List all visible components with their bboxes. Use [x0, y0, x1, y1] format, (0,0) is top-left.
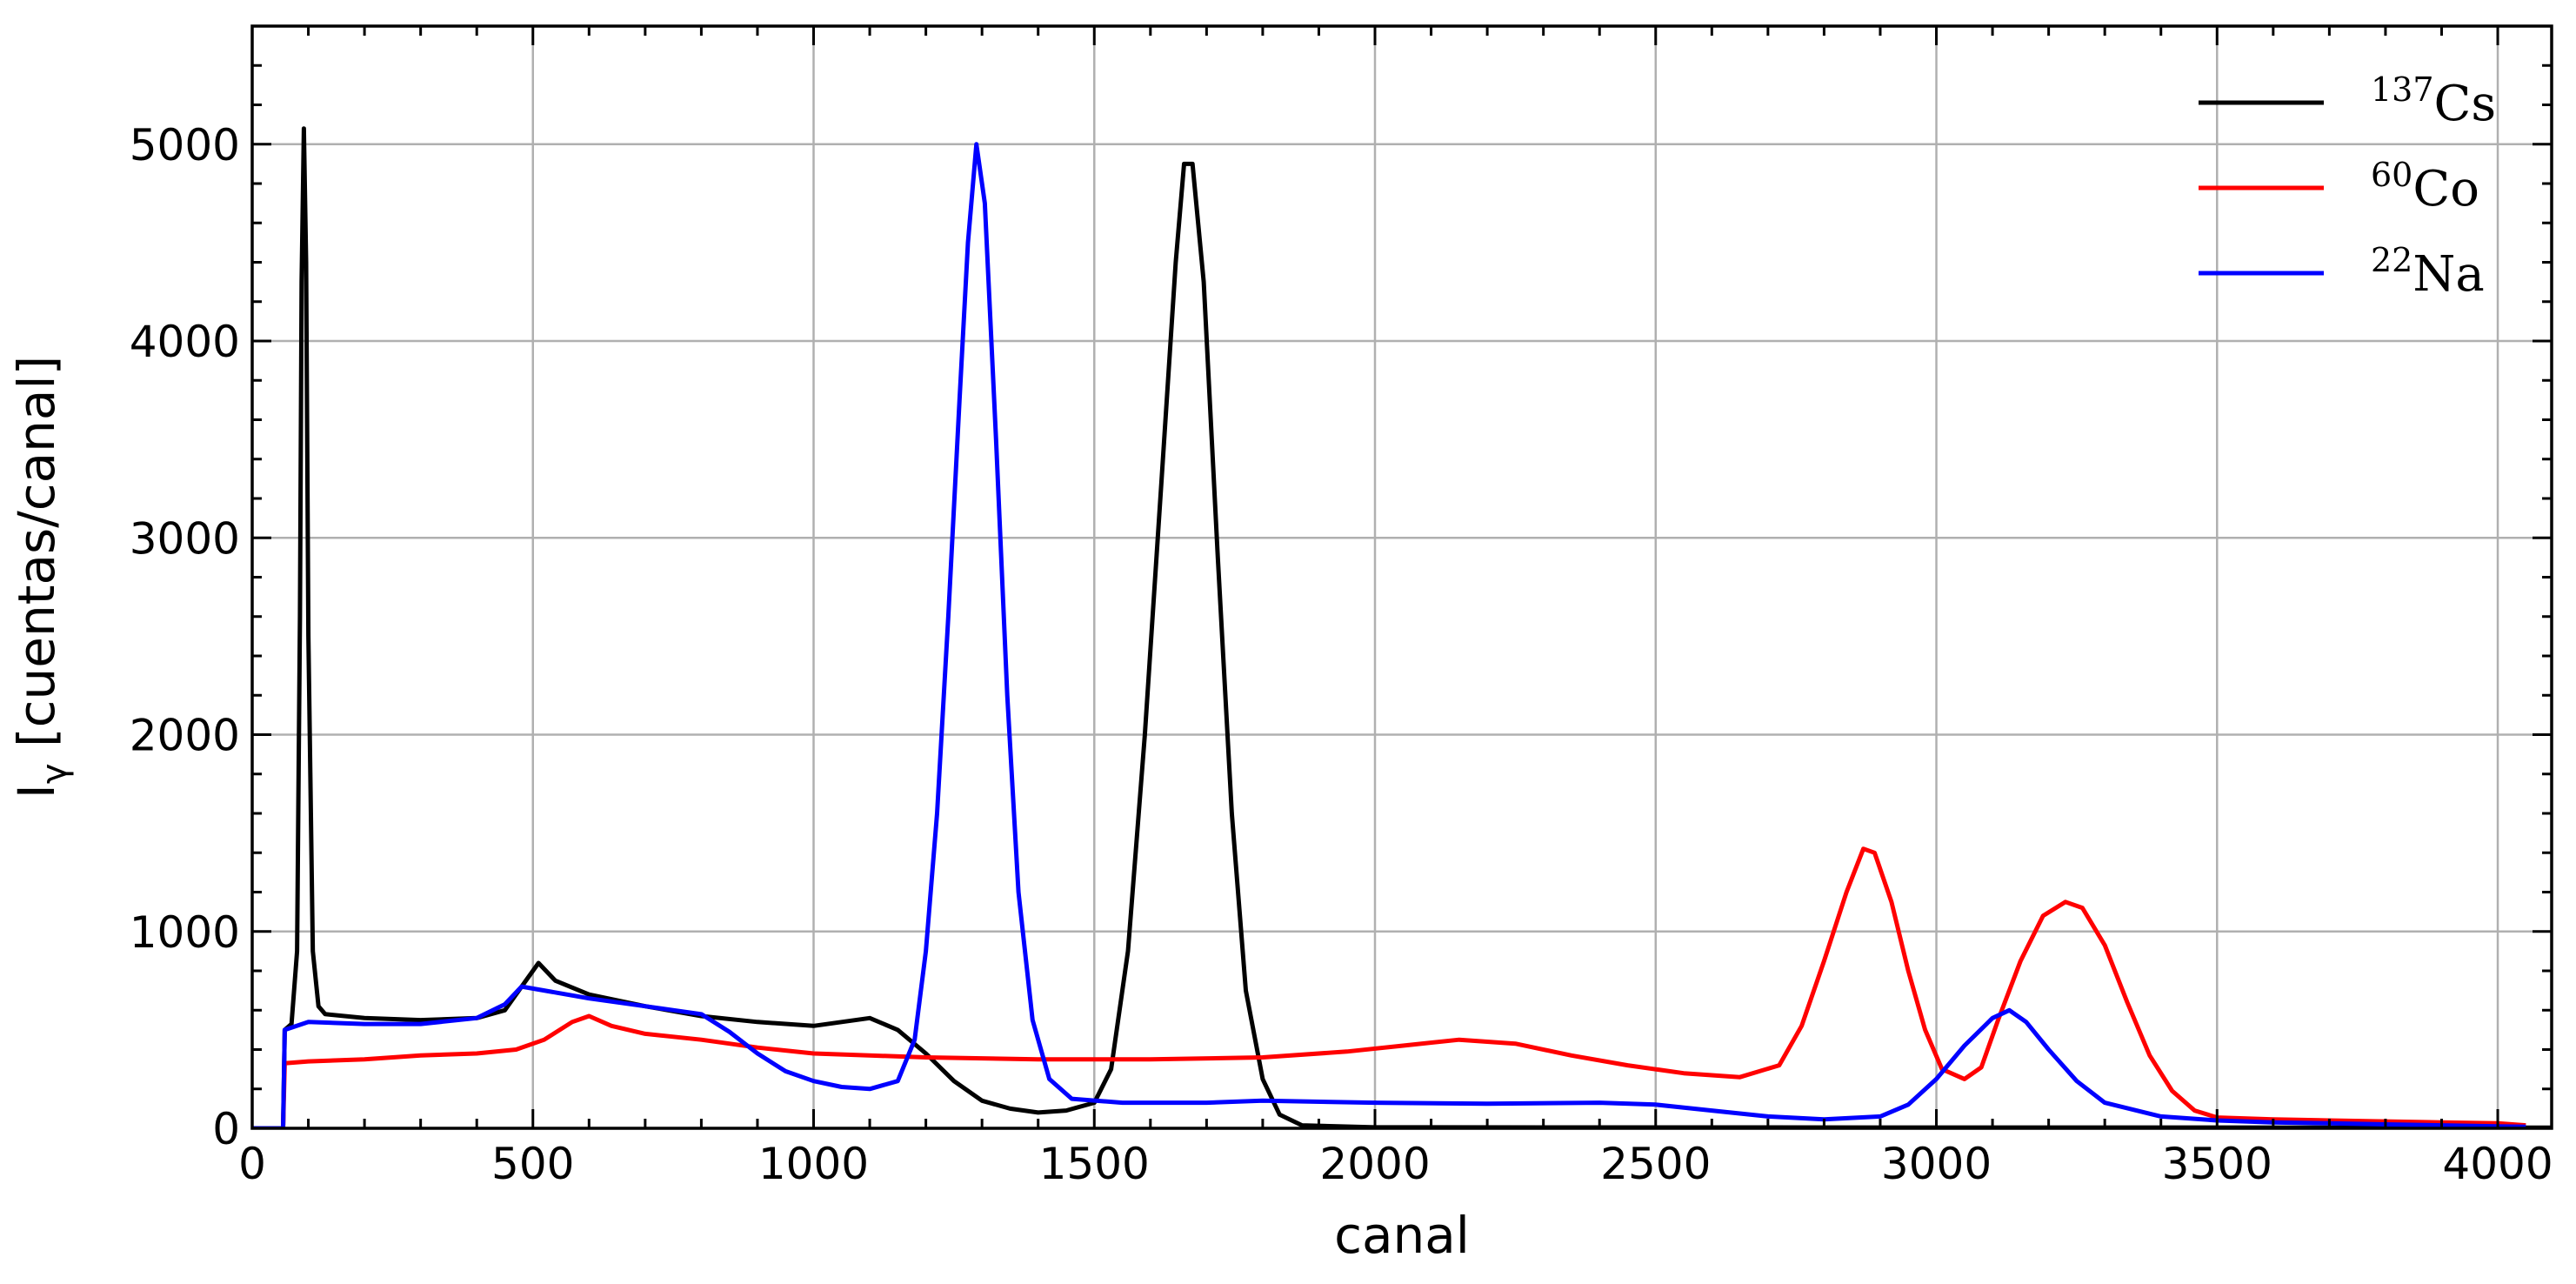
y-axis-label: Iγ [cuentas/canal] — [7, 356, 75, 799]
x-tick-label: 3000 — [1881, 1139, 1992, 1189]
legend-label: 137Cs — [2371, 70, 2496, 132]
y-tick-label: 2000 — [130, 711, 240, 761]
y-axis-label-rest: [cuentas/canal] — [7, 356, 66, 764]
x-tick-label: 500 — [491, 1139, 574, 1189]
legend-label: 60Co — [2371, 156, 2479, 217]
y-tick-label: 1000 — [130, 907, 240, 958]
x-axis-label: canal — [1334, 1206, 1470, 1265]
legend-label-superscript: 60 — [2371, 156, 2412, 194]
y-tick-label: 4000 — [130, 317, 240, 367]
y-tick-label: 5000 — [130, 120, 240, 171]
legend-label-base: Na — [2412, 246, 2484, 303]
series-group — [252, 126, 2552, 1128]
series-line-137cs — [252, 126, 2552, 1128]
x-tick-label: 1500 — [1039, 1139, 1150, 1189]
legend-label-superscript: 137 — [2371, 70, 2434, 109]
y-tick-labels: 0 1000 2000 3000 4000 5000 — [130, 120, 240, 1154]
x-tick-label: 2500 — [1600, 1139, 1711, 1189]
axis-ticks — [250, 24, 2552, 1130]
y-axis-label-main: I — [7, 784, 66, 799]
x-tick-label: 3500 — [2162, 1139, 2272, 1189]
legend-label-base: Co — [2412, 161, 2479, 217]
series-line-22na — [252, 142, 2526, 1128]
legend-label-superscript: 22 — [2371, 241, 2412, 279]
x-tick-label: 1000 — [758, 1139, 869, 1189]
legend-label: 22Na — [2371, 241, 2485, 303]
y-axis-label-sub: γ — [35, 763, 75, 784]
series-line-60co — [252, 846, 2526, 1128]
x-tick-labels: 0 500 1000 1500 2000 2500 3000 3500 4000 — [238, 1139, 2553, 1189]
legend-label-base: Cs — [2434, 76, 2497, 132]
x-tick-label: 4000 — [2442, 1139, 2553, 1189]
x-tick-label: 2000 — [1319, 1139, 1430, 1189]
x-tick-label: 0 — [238, 1139, 266, 1189]
y-tick-label: 3000 — [130, 513, 240, 564]
y-tick-label: 0 — [212, 1104, 240, 1154]
plot-area — [252, 126, 2552, 1128]
